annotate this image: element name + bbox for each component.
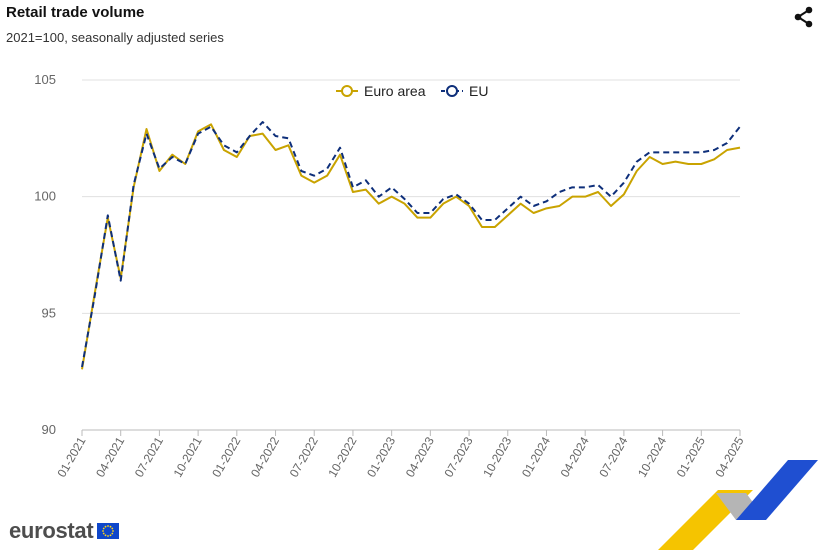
legend-label: Euro area — [364, 83, 426, 99]
x-tick-label: 04-2023 — [403, 434, 437, 479]
x-tick-label: 10-2022 — [325, 434, 359, 479]
y-tick-label: 105 — [34, 72, 56, 87]
decorative-ribbon — [658, 460, 818, 550]
x-tick-label: 01-2021 — [54, 434, 88, 479]
x-tick-label: 07-2024 — [596, 434, 630, 479]
y-tick-label: 95 — [42, 305, 56, 320]
series-group — [81, 121, 741, 370]
series-line-eu — [81, 121, 741, 368]
x-tick-label: 01-2022 — [209, 434, 243, 479]
logo-text: eurostat — [9, 518, 94, 543]
series-line-euro-area — [81, 123, 741, 370]
legend-item-eu[interactable]: EU — [441, 83, 488, 99]
x-tick-label: 07-2021 — [132, 434, 166, 479]
chart-subtitle: 2021=100, seasonally adjusted series — [6, 30, 224, 45]
y-tick-label: 100 — [34, 189, 56, 204]
x-tick-label: 10-2021 — [171, 434, 205, 479]
x-tick-label: 04-2024 — [558, 434, 592, 479]
legend-marker — [446, 85, 458, 97]
x-tick-label: 10-2023 — [480, 434, 514, 479]
grid-lines — [82, 79, 740, 431]
x-tick-label: 07-2023 — [442, 434, 476, 479]
share-icon[interactable] — [793, 6, 815, 28]
eu-flag-icon — [97, 523, 120, 539]
y-axis: 90 95 100 105 — [34, 72, 56, 437]
legend-marker — [341, 85, 353, 97]
x-axis: 01-2021 04-2021 07-2021 10-2021 01-2022 04-20… — [54, 429, 747, 480]
eurostat-logo: eurostat — [9, 516, 120, 546]
x-tick-label: 04-2022 — [248, 434, 282, 479]
x-tick-label: 01-2023 — [364, 434, 398, 479]
x-tick-label: 07-2022 — [287, 434, 321, 479]
legend-label: EU — [469, 83, 488, 99]
x-tick-label: 04-2021 — [93, 434, 127, 479]
y-tick-label: 90 — [42, 422, 56, 437]
legend-item-euro-area[interactable]: Euro area — [336, 83, 426, 99]
x-tick-label: 01-2024 — [519, 434, 553, 479]
legend[interactable]: Euro area EU — [336, 83, 488, 99]
chart-title: Retail trade volume — [6, 4, 145, 21]
